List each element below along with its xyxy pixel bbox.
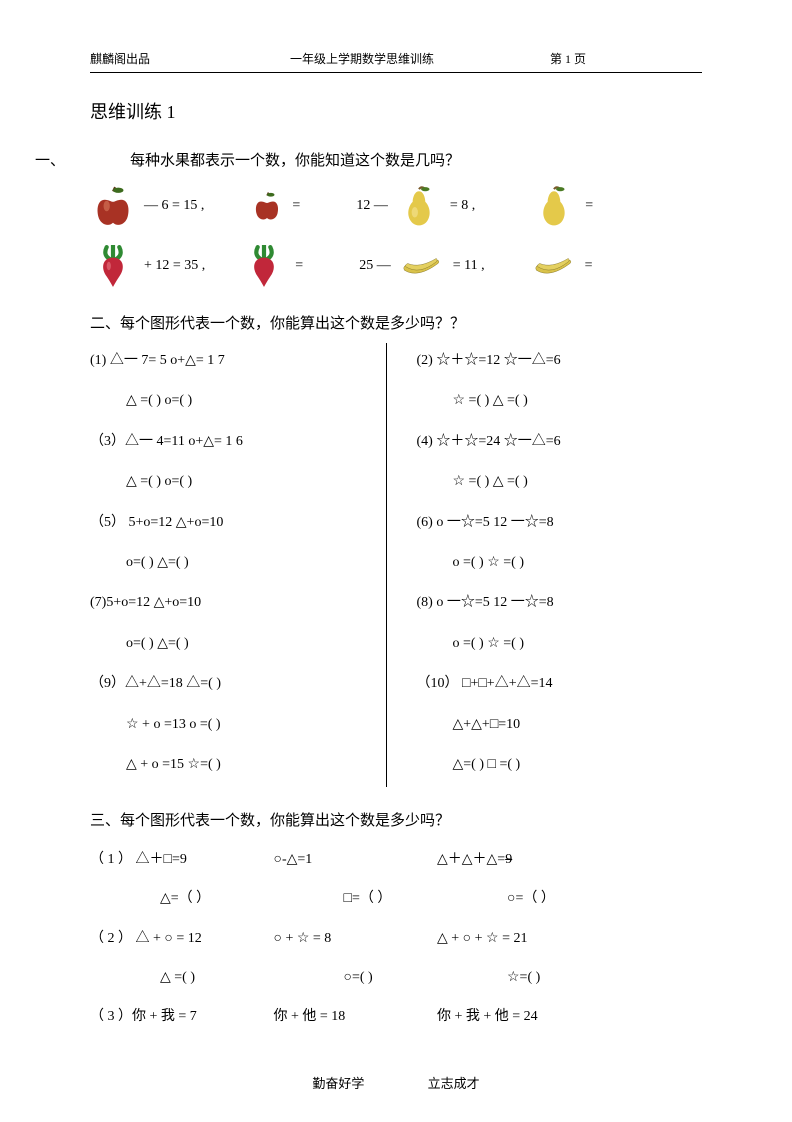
l3b: о=( ) △=( ): [90, 545, 376, 581]
line2-b: =: [295, 258, 303, 274]
t-r2c: △ + ○ + ☆ = 21: [437, 919, 527, 958]
t-r1ans-a: △=（ ）: [160, 879, 340, 918]
line2-e: =: [585, 258, 593, 274]
t-r2b: ○ + ☆ = 8: [274, 919, 434, 958]
line1-b: =: [292, 198, 300, 214]
r1b: ☆ =( ) △ =( ): [417, 383, 703, 419]
l2b: △ =( ) о=( ): [90, 464, 376, 500]
col-left: (1) △一 7= 5 о+△= 1 7 △ =( ) о=( ) （3）△一 …: [90, 343, 387, 787]
banana-icon: [401, 245, 443, 287]
l1b: △ =( ) о=( ): [90, 383, 376, 419]
l4a: (7)5+о=12 △+о=10: [90, 585, 376, 621]
line2-a: + 12 = 35 ,: [144, 258, 205, 274]
radish-icon: [243, 245, 285, 287]
grid-two-col: (1) △一 7= 5 о+△= 1 7 △ =( ) о=( ) （3）△一 …: [90, 343, 702, 787]
r1a: (2) ☆＋☆=12 ☆一△=6: [417, 343, 703, 379]
page-title: 思维训练 1: [90, 98, 702, 124]
header-mid: 一年级上学期数学思维训练: [290, 50, 550, 67]
q3-block: （ 1 ） △＋□=9 ○-△=1 △＋△＋△=9 △=（ ） □=（ ） ○=…: [90, 840, 702, 1036]
r5a: （10） □+□+△+△=14: [417, 666, 703, 702]
question-1: 一、 每种水果都表示一个数，你能知道这个数是几吗？: [35, 149, 702, 170]
pear-icon: [398, 185, 440, 227]
r4b: о =( ) ☆ =( ): [417, 626, 703, 662]
l5c: △ + о =15 ☆=( ): [90, 747, 376, 783]
radish-icon: [92, 245, 134, 287]
t-r1a: （ 1 ） △＋□=9: [90, 840, 270, 879]
r5c: △=( ) □ =( ): [417, 747, 703, 783]
page-header: 麒麟阁出品 一年级上学期数学思维训练 第 1 页: [90, 50, 702, 73]
header-right: 第 1 页: [550, 50, 586, 67]
r3a: (6) о 一☆=5 12 一☆=8: [417, 505, 703, 541]
r2a: (4) ☆＋☆=24 ☆一△=6: [417, 424, 703, 460]
r5b: △+△+□=10: [417, 707, 703, 743]
l4b: о=( ) △=( ): [90, 626, 376, 662]
line2-d: = 11 ,: [453, 258, 485, 274]
t-r1ans-c: ○=（ ）: [507, 879, 555, 918]
r4a: (8) о 一☆=5 12 一☆=8: [417, 585, 703, 621]
l1a: (1) △一 7= 5 о+△= 1 7: [90, 343, 376, 379]
t-r1b: ○-△=1: [274, 840, 434, 879]
t-r1c: △＋△＋△=9: [437, 840, 512, 879]
line1-c: 12 —: [356, 198, 388, 214]
r3b: о =( ) ☆ =( ): [417, 545, 703, 581]
q1-label: 一、: [35, 149, 75, 170]
col-right: (2) ☆＋☆=12 ☆一△=6 ☆ =( ) △ =( ) (4) ☆＋☆=2…: [387, 343, 703, 787]
t-r3b: 你 + 他 = 18: [274, 997, 434, 1036]
apple-icon: [252, 191, 282, 221]
footer-b: 立志成才: [428, 1076, 480, 1091]
q1-text: 每种水果都表示一个数，你能知道这个数是几吗？: [130, 149, 702, 170]
l5b: ☆ + о =13 о =( ): [90, 707, 376, 743]
pear-icon: [533, 185, 575, 227]
l2a: （3）△一 4=11 о+△= 1 6: [90, 424, 376, 460]
apple-icon: [92, 185, 134, 227]
r2b: ☆ =( ) △ =( ): [417, 464, 703, 500]
t-r2a: （ 2 ） △ + ○ = 12: [90, 919, 270, 958]
line1-e: =: [585, 198, 593, 214]
t-r3a: （ 3 ）你 + 我 = 7: [90, 997, 270, 1036]
page-footer: 勤奋好学 立志成才: [0, 1073, 792, 1092]
t-r2ans-c: ☆=( ): [507, 958, 540, 997]
fruit-line-1: — 6 = 15 , = 12 — = 8 , =: [90, 182, 702, 230]
line2-c: 25 —: [359, 258, 391, 274]
fruit-line-2: + 12 = 35 , = 25 — = 11 , =: [90, 242, 702, 290]
t-r2ans-b: ○=( ): [344, 958, 504, 997]
t-r3c: 你 + 我 + 他 = 24: [437, 997, 538, 1036]
banana-icon: [533, 245, 575, 287]
t-r2ans-a: △ =( ): [160, 958, 340, 997]
l5a: （9）△+△=18 △=( ): [90, 666, 376, 702]
l3a: （5） 5+о=12 △+о=10: [90, 505, 376, 541]
line1-d: = 8 ,: [450, 198, 475, 214]
footer-a: 勤奋好学: [312, 1076, 364, 1091]
line1-a: — 6 = 15 ,: [144, 198, 204, 214]
header-left: 麒麟阁出品: [90, 50, 290, 67]
t-r1ans-b: □=（ ）: [344, 879, 504, 918]
question-3: 三、每个图形代表一个数，你能算出这个数是多少吗？: [90, 809, 702, 830]
question-2: 二、每个图形代表一个数，你能算出这个数是多少吗？？: [90, 312, 702, 333]
